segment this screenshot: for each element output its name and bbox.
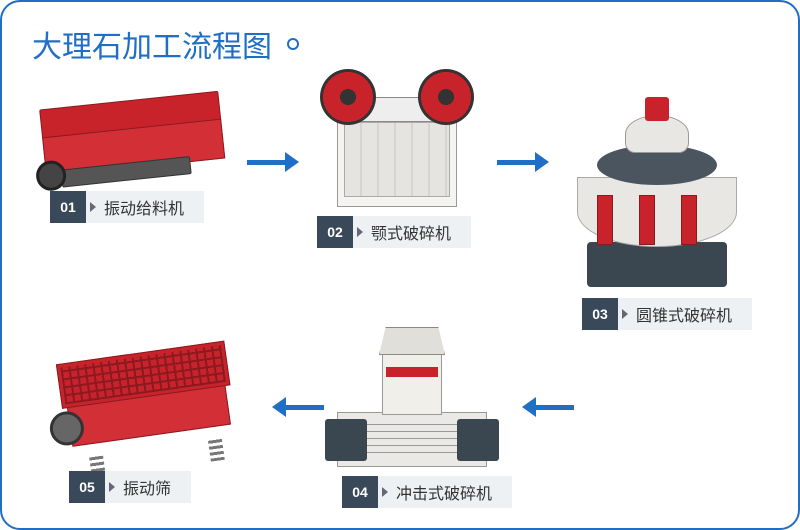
step-05-vibrating-screen: 05 振动筛 (47, 337, 247, 503)
step-01-vibrating-feeder: 01 振动给料机 (32, 77, 232, 223)
arrow-right-icon (247, 152, 299, 172)
step-05-label-row: 05 振动筛 (69, 471, 247, 503)
step-02-label-row: 02 颚式破碎机 (317, 216, 487, 248)
diagram-frame: 大理石加工流程图 01 振动给料机 (0, 0, 800, 530)
step-02-jaw-crusher: 02 颚式破碎机 (307, 62, 487, 248)
step-badge: 03 (582, 298, 618, 330)
arrow-left-icon (522, 397, 574, 417)
jaw-crusher-illustration (307, 62, 487, 212)
step-label: 振动筛 (105, 471, 191, 503)
impact-crusher-illustration (322, 322, 502, 472)
step-04-label-row: 04 冲击式破碎机 (342, 476, 512, 508)
step-label: 颚式破碎机 (353, 216, 471, 248)
arrow-right-icon (497, 152, 549, 172)
step-03-label-row: 03 圆锥式破碎机 (582, 298, 757, 330)
vibrating-screen-illustration (47, 337, 247, 467)
step-label: 振动给料机 (86, 191, 204, 223)
step-badge: 05 (69, 471, 105, 503)
flow-canvas: 01 振动给料机 02 颚式破碎机 (2, 2, 798, 528)
step-01-label-row: 01 振动给料机 (50, 191, 232, 223)
step-badge: 01 (50, 191, 86, 223)
step-badge: 04 (342, 476, 378, 508)
step-label: 冲击式破碎机 (378, 476, 512, 508)
feeder-illustration (32, 77, 232, 187)
arrow-left-icon (272, 397, 324, 417)
step-03-cone-crusher: 03 圆锥式破碎机 (557, 92, 757, 330)
cone-crusher-illustration (557, 92, 757, 292)
step-04-impact-crusher: 04 冲击式破碎机 (322, 322, 512, 508)
step-badge: 02 (317, 216, 353, 248)
step-label: 圆锥式破碎机 (618, 298, 752, 330)
